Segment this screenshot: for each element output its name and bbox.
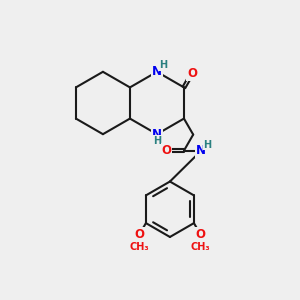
Text: H: H xyxy=(203,140,211,150)
Text: O: O xyxy=(187,67,197,80)
Text: H: H xyxy=(153,136,161,146)
Text: H: H xyxy=(159,60,167,70)
Text: O: O xyxy=(195,228,205,241)
Text: N: N xyxy=(152,65,162,78)
Text: N: N xyxy=(196,144,206,157)
Text: CH₃: CH₃ xyxy=(130,242,149,252)
Text: O: O xyxy=(162,144,172,157)
Text: N: N xyxy=(152,128,162,141)
Text: O: O xyxy=(135,228,145,241)
Text: CH₃: CH₃ xyxy=(190,242,210,252)
